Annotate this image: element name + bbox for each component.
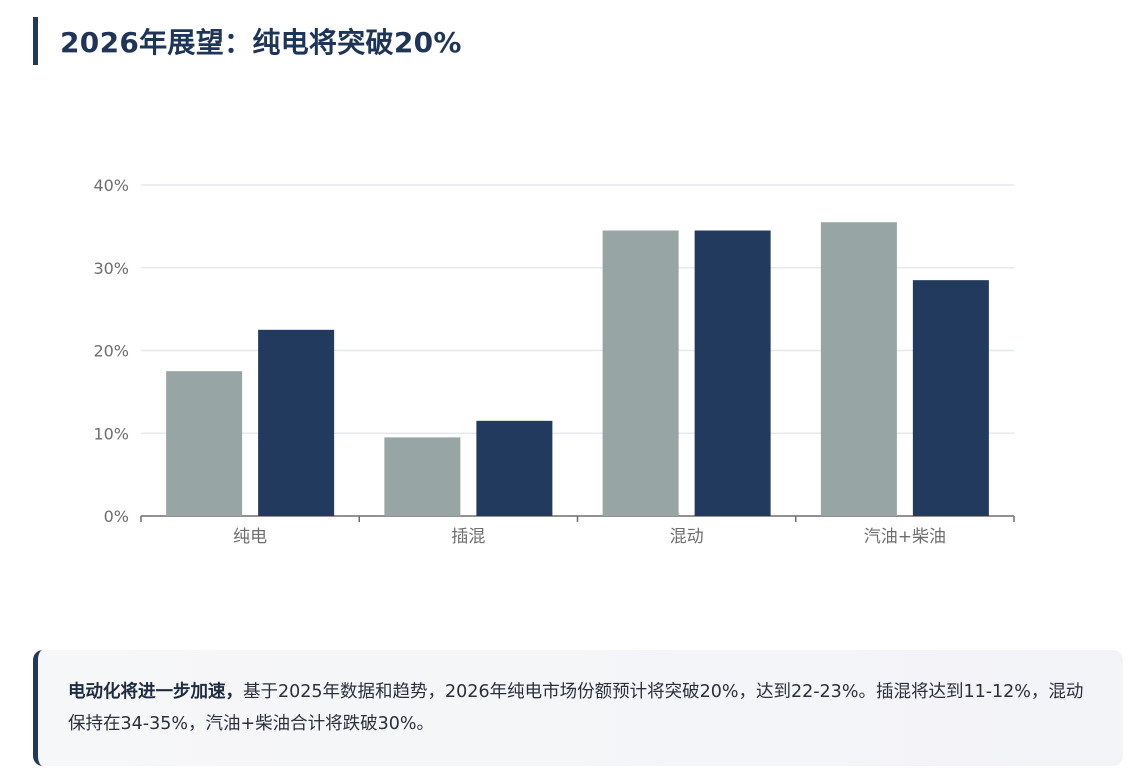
summary-note: 电动化将进一步加速，基于2025年数据和趋势，2026年纯电市场份额预计将突破2…	[33, 650, 1123, 766]
y-tick-label: 20%	[93, 342, 129, 361]
y-tick-label: 0%	[104, 507, 129, 526]
bar	[820, 222, 897, 517]
bar	[384, 437, 461, 516]
page-title: 2026年展望：纯电将突破20%	[60, 26, 462, 59]
bar	[166, 371, 243, 516]
bar-chart: 0% 10% 20% 30% 40% 纯电 插混 混动 汽油+柴油	[93, 176, 1015, 547]
bar	[476, 420, 553, 516]
x-category-label: 纯电	[233, 527, 267, 547]
y-tick-label: 40%	[93, 176, 129, 195]
bar	[602, 230, 679, 516]
x-category-label: 插混	[451, 527, 485, 547]
x-category-label: 混动	[670, 527, 704, 547]
bar	[694, 230, 771, 516]
y-tick-label: 30%	[93, 259, 129, 278]
summary-lead: 电动化将进一步加速，	[68, 682, 243, 702]
title-bar: 2026年展望：纯电将突破20%	[33, 17, 462, 65]
summary-text: 基于2025年数据和趋势，2026年纯电市场份额预计将突破20%，达到22-23…	[68, 682, 1084, 734]
y-tick-label: 10%	[93, 424, 129, 443]
bar	[912, 280, 989, 516]
bar	[258, 329, 335, 516]
x-category-label: 汽油+柴油	[864, 527, 946, 547]
